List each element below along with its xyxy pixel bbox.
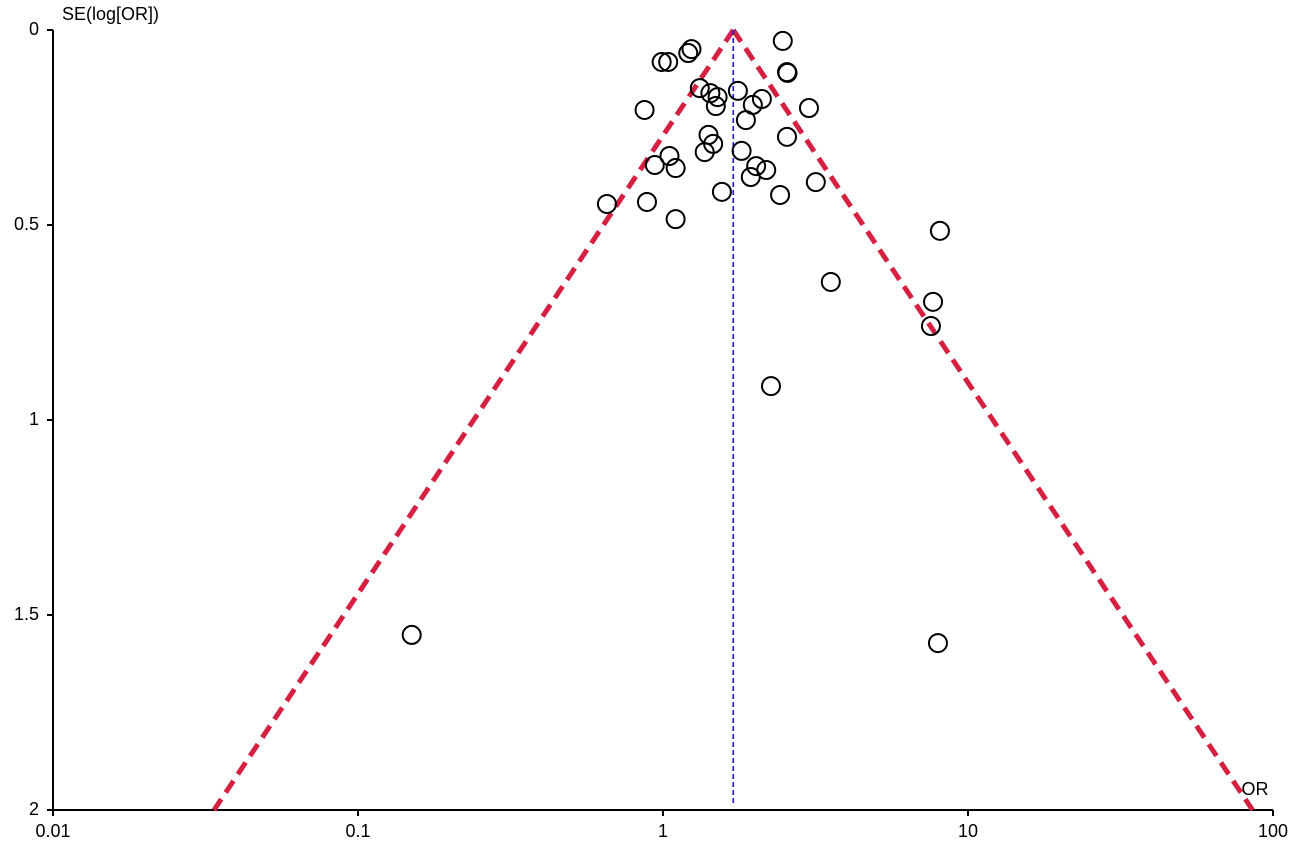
study-point xyxy=(401,624,422,645)
funnel-line xyxy=(211,28,736,812)
x-tick-label: 1 xyxy=(658,821,668,841)
study-point xyxy=(735,110,756,131)
study-point xyxy=(694,142,715,163)
x-tick-label: 100 xyxy=(1258,821,1288,841)
study-point xyxy=(665,158,686,179)
study-point xyxy=(596,193,617,214)
x-tick-label: 0.01 xyxy=(35,821,70,841)
study-point xyxy=(707,87,728,108)
study-point xyxy=(658,51,679,72)
x-tick-label: 10 xyxy=(958,821,978,841)
study-point xyxy=(776,126,797,147)
study-point xyxy=(678,43,699,64)
study-point xyxy=(772,30,793,51)
study-point xyxy=(777,62,798,83)
study-point xyxy=(820,271,841,292)
study-point xyxy=(927,633,948,654)
study-point xyxy=(659,145,680,166)
study-point xyxy=(746,156,767,177)
study-point xyxy=(689,78,710,99)
study-point xyxy=(636,191,657,212)
study-point xyxy=(805,172,826,193)
study-point xyxy=(770,184,791,205)
study-point xyxy=(740,167,761,188)
study-point xyxy=(761,376,782,397)
y-tick-label: 1.5 xyxy=(14,604,39,624)
study-point xyxy=(731,140,752,161)
x-tick-label: 0.1 xyxy=(345,821,370,841)
study-point xyxy=(644,154,665,175)
study-point xyxy=(923,291,944,312)
funnel-line xyxy=(731,28,1255,812)
study-point xyxy=(634,99,655,120)
y-tick-label: 1 xyxy=(29,409,39,429)
y-tick-label: 0 xyxy=(29,19,39,39)
study-point xyxy=(727,80,748,101)
study-point xyxy=(711,181,732,202)
study-point xyxy=(681,39,702,60)
study-point xyxy=(798,98,819,118)
y-axis-label: SE(log[OR]) xyxy=(62,4,159,24)
y-tick-label: 0.5 xyxy=(14,214,39,234)
study-point xyxy=(929,220,950,241)
study-point xyxy=(705,96,726,117)
x-axis-label: OR xyxy=(1242,779,1269,799)
study-point xyxy=(651,51,672,72)
y-tick-label: 2 xyxy=(29,799,39,819)
study-point xyxy=(665,209,686,230)
study-point xyxy=(920,316,941,337)
